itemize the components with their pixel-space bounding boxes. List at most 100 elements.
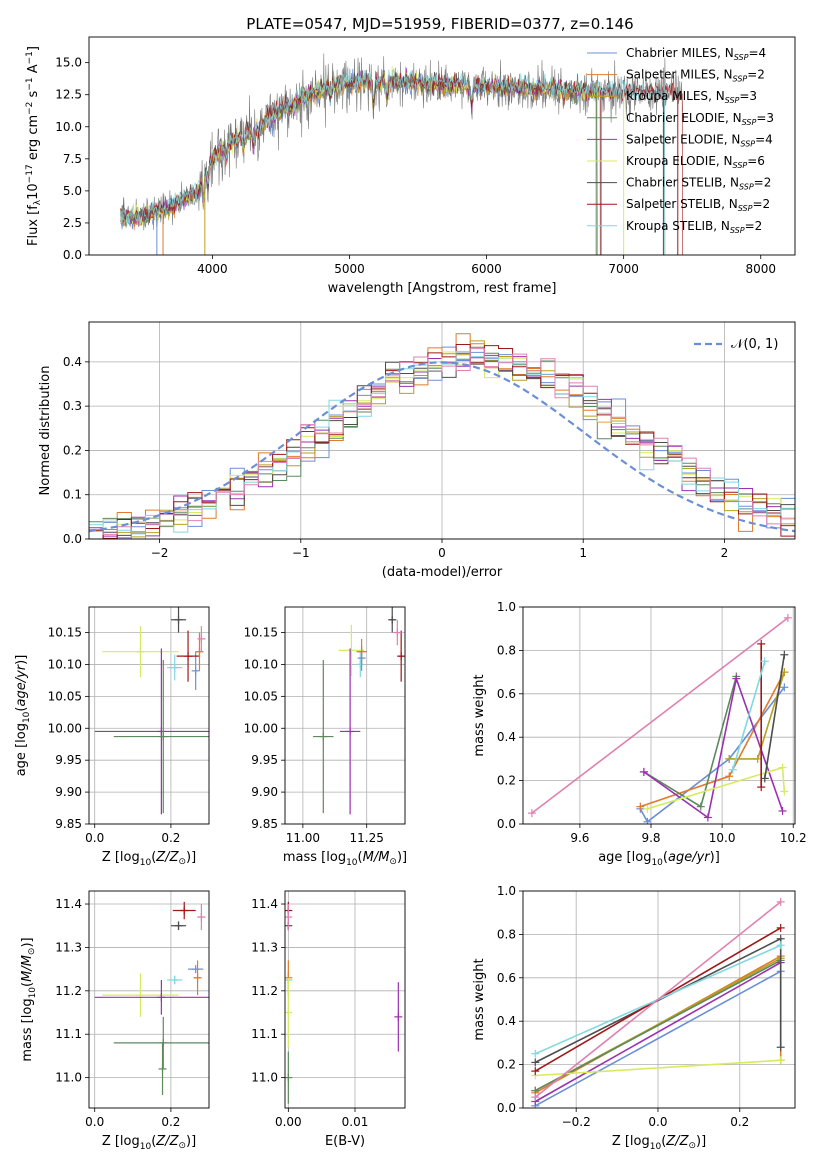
- y-tick-label: 0.0: [63, 248, 82, 262]
- point-extra-series: [393, 619, 402, 646]
- label-part: ⊙: [178, 1141, 186, 1151]
- series-extra-series: [531, 897, 785, 1102]
- x-tick-label: 2: [721, 546, 729, 560]
- label-part: )]: [20, 937, 35, 947]
- label-part: −1: [25, 77, 35, 90]
- y-tick-label: 0.2: [497, 1058, 516, 1072]
- point-salpeter-elodie: [339, 648, 361, 815]
- axes-frame: [88, 606, 210, 825]
- x-tick-label: 1: [579, 546, 587, 560]
- label-part: age/yr: [14, 663, 29, 706]
- y-tick-label: 0.3: [63, 399, 82, 413]
- y-tick-label: 9.95: [251, 753, 278, 767]
- legend-nssp-value: =4: [748, 46, 766, 60]
- label-part: Z/Z: [155, 850, 179, 865]
- y-tick-label: 9.85: [251, 817, 278, 831]
- x-tick-label: 7000: [608, 262, 639, 276]
- label-part: (: [358, 850, 363, 865]
- ticks: 0.0 0.2 11.0 11.1 11.2 11.3 11.4: [55, 897, 180, 1129]
- figure-title: PLATE=0547, MJD=51959, FIBERID=0377, z=0…: [246, 15, 633, 33]
- x-tick-label: 8000: [745, 262, 776, 276]
- label-part: A: [26, 64, 41, 77]
- legend-model-name: Kroupa STELIB: [626, 219, 713, 233]
- series-line: [534, 961, 782, 1103]
- series-kroupa-elodie: [643, 763, 789, 813]
- label-part: SSP: [730, 226, 745, 235]
- y-tick-label: 12.5: [55, 88, 82, 102]
- y-tick-label: 11.0: [55, 1071, 82, 1085]
- y-tick-label: 0.4: [63, 355, 82, 369]
- label-part: Z [log: [612, 1134, 650, 1149]
- x-axis-label: Z [log10(Z/Z⊙)]: [102, 1134, 196, 1152]
- y-tick-label: 0.1: [63, 488, 82, 502]
- histogram-kroupa-elodie: [89, 351, 795, 539]
- label-part: 10: [650, 1142, 662, 1152]
- y-tick-label: 11.2: [55, 984, 82, 998]
- y-tick-label: 15.0: [55, 56, 82, 70]
- legend-nssp-value: =2: [747, 68, 765, 82]
- label-part: , N: [724, 132, 741, 146]
- point-extra-series: [197, 904, 206, 931]
- x-tick-label: 11.00: [286, 831, 320, 845]
- plot-area: [89, 333, 795, 539]
- y-tick-label: 11.1: [55, 1027, 82, 1041]
- normal-reference-curve: [89, 361, 795, 533]
- legend-model-name: Salpeter MILES: [626, 68, 716, 82]
- x-tick-label: 0.0: [85, 1115, 104, 1129]
- y-tick-label: 0.2: [497, 774, 516, 788]
- label-part: λ: [33, 199, 43, 205]
- y-tick-label: 9.85: [55, 817, 82, 831]
- ticks: 0.00 0.01 11.0 11.1 11.2 11.3 11.4: [251, 897, 368, 1129]
- axes-frame: [522, 606, 796, 825]
- label-part: erg cm: [26, 115, 41, 164]
- y-tick-label: 0.4: [497, 1014, 516, 1028]
- point-chabrier-stelib: [170, 607, 187, 633]
- label-part: s: [26, 90, 41, 101]
- x-tick-label: −1: [292, 546, 310, 560]
- label-part: ]: [26, 46, 41, 51]
- y-tick-label: 11.2: [251, 984, 278, 998]
- label-part: (: [663, 850, 668, 865]
- point-chabrier-miles: [191, 651, 200, 690]
- residual-histogram-panel: −2 −1 0 1 2 0.0 0.1 0.2 0.3 0.4 (data-model)/error…: [38, 321, 796, 580]
- ticks: 9.6 9.8 10.0 10.2 0.0 0.2 0.4 0.6 0.8 1.0: [497, 600, 807, 845]
- label-part: )]: [186, 850, 196, 865]
- age-vs-mass-panel: 11.00 11.25 9.85 9.90 9.95 10.00 10.05 10.10 10.…: [244, 606, 407, 868]
- x-tick-label: 0.01: [342, 1115, 369, 1129]
- y-tick-label: 0.0: [63, 532, 82, 546]
- legend-nssp-value: =3: [739, 89, 757, 103]
- label-part: 10: [140, 858, 152, 868]
- x-tick-label: 0.00: [275, 1115, 302, 1129]
- x-tick-label: 10.0: [709, 831, 736, 845]
- series-extra-series: [527, 613, 792, 818]
- x-tick-label: −0.2: [562, 1115, 591, 1129]
- legend-label-salpeter-elodie: Salpeter ELODIE, NSSP=4: [626, 132, 773, 148]
- ticks: 0.0 0.2 9.85 9.90 9.95 10.00 10.05 10.10 10.15: [48, 626, 181, 845]
- y-tick-label: 0.6: [497, 687, 516, 701]
- legend-nssp-value: =6: [747, 154, 765, 168]
- y-tick-label: 2.5: [63, 216, 82, 230]
- label-part: 10: [140, 1142, 152, 1152]
- series-salpeter-elodie: [639, 674, 787, 822]
- label-part: SSP: [734, 53, 749, 62]
- mass-weight-vs-age-panel: 9.6 9.8 10.0 10.2 0.0 0.2 0.4 0.6 0.8 1.0 age [log…: [472, 600, 807, 868]
- mass-weight-vs-metallicity-panel: −0.2 0.0 0.2 0.0 0.2 0.4 0.6 0.8 1.0 Z [log10(Z/Z…: [472, 884, 796, 1152]
- x-tick-label: −2: [151, 546, 169, 560]
- y-tick-label: 0.8: [497, 643, 516, 657]
- label-part: )]: [14, 655, 29, 665]
- label-part: (: [20, 982, 35, 987]
- legend-model-name: Salpeter STELIB: [626, 197, 721, 211]
- label-part: )]: [696, 1134, 706, 1149]
- legend-label-kroupa-stelib: Kroupa STELIB, NSSP=2: [626, 219, 762, 235]
- legend-model-name: Chabrier MILES: [626, 46, 717, 60]
- label-part: , N: [721, 197, 738, 211]
- legend-nssp-value: =3: [756, 111, 774, 125]
- y-tick-label: 0.2: [63, 443, 82, 457]
- x-axis-label: Z [log10(Z/Z⊙)]: [102, 850, 196, 868]
- y-tick-label: 10.0: [55, 120, 82, 134]
- legend-label-salpeter-miles: Salpeter MILES, NSSP=2: [626, 68, 765, 84]
- model-spectrum-kroupa-stelib: [120, 66, 666, 255]
- x-tick-label: 5000: [334, 262, 365, 276]
- label-part: mass [log: [20, 998, 35, 1061]
- ticks: 4000 5000 6000 7000 8000 0.0 2.5 5.0 7.5 10.0 12.5…: [55, 56, 776, 276]
